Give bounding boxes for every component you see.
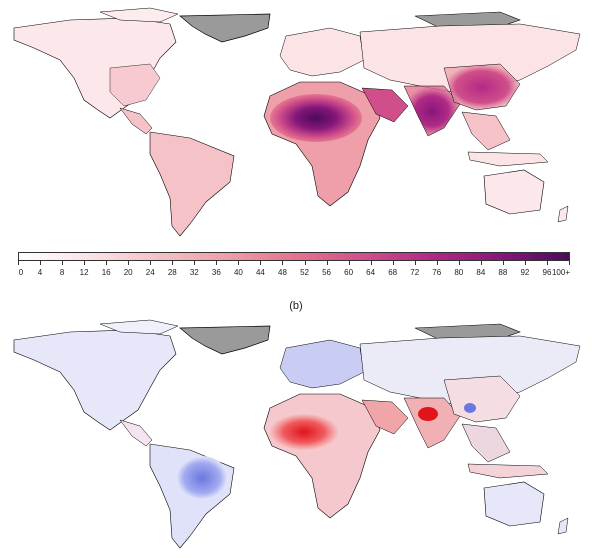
world-map-b — [13, 319, 581, 549]
colorbar-tick-label: 4 — [37, 268, 43, 277]
west-africa-red-region — [270, 414, 338, 450]
world-map-a — [13, 7, 581, 237]
colorbar-tick — [18, 261, 19, 265]
panel-b-label: (b) — [289, 300, 303, 312]
colorbar-tick-label: 56 — [322, 268, 331, 277]
colorbar-tick-label: 12 — [79, 268, 89, 277]
sahel-hotspot — [270, 94, 362, 142]
china-blue-spot — [464, 403, 476, 413]
russia-asia — [359, 23, 581, 93]
colorbar-tick — [62, 261, 64, 265]
colorbar-tick — [436, 261, 438, 265]
colorbar-tick-label: 8 — [59, 268, 65, 277]
colorbar-tick — [84, 261, 86, 265]
colorbar-tick-label: 40 — [233, 268, 243, 277]
colorbar-tick-label: 92 — [520, 268, 530, 277]
australia — [483, 169, 545, 215]
colorbar-gradient — [18, 252, 570, 261]
colorbar-tick — [370, 261, 372, 265]
colorbar-tick-label: 100+ — [551, 268, 571, 277]
colorbar-tick — [194, 261, 196, 265]
colorbar-tick — [458, 261, 460, 265]
canadian-islands — [99, 7, 179, 23]
south-asia — [403, 85, 461, 137]
colorbar-tick-label: 44 — [255, 268, 265, 277]
map-panel-a — [0, 6, 592, 238]
colorbar-tick — [569, 261, 570, 265]
greenland-no-data-b — [179, 325, 271, 355]
southeast-asia — [461, 111, 511, 151]
north-america-b — [13, 329, 177, 431]
colorbar-tick — [546, 261, 548, 265]
colorbar-tick-label: 32 — [189, 268, 199, 277]
india-red-region — [418, 407, 438, 421]
colorbar-tick — [216, 261, 218, 265]
colorbar-tick — [172, 261, 174, 265]
colorbar-tick-label: 20 — [123, 268, 133, 277]
colorbar-tick — [40, 261, 42, 265]
colorbar-tick-label: 28 — [167, 268, 177, 277]
colorbar-tick — [502, 261, 504, 265]
central-america-b — [119, 419, 153, 447]
colorbar-tick — [150, 261, 152, 265]
central-america — [119, 107, 153, 135]
colorbar-tick-label: 0 — [18, 268, 24, 277]
colorbar-tick — [128, 261, 130, 265]
new-zealand — [557, 205, 569, 223]
colorbar-tick — [238, 261, 240, 265]
arabian-peninsula-b — [361, 399, 409, 435]
colorbar-tick-label: 48 — [278, 268, 287, 277]
canadian-islands-b — [99, 319, 179, 335]
colorbar-tick-label: 72 — [410, 268, 420, 277]
arabian-peninsula — [361, 87, 409, 123]
colorbar-tick-label: 60 — [344, 268, 354, 277]
colorbar-tick-label: 36 — [211, 268, 221, 277]
colorbar-tick — [260, 261, 262, 265]
africa-b — [263, 393, 381, 519]
australia-b — [483, 481, 545, 527]
colorbar-tick — [348, 261, 350, 265]
china — [443, 63, 521, 111]
colorbar-tick-label: 96 — [542, 268, 552, 277]
colorbar-tick-label: 76 — [432, 268, 442, 277]
colorbar-tick-label: 84 — [476, 268, 486, 277]
indonesia — [467, 151, 549, 167]
colorbar-tick — [326, 261, 328, 265]
colorbar-tick — [106, 261, 108, 265]
colorbar-tick — [414, 261, 416, 265]
europe — [279, 27, 365, 77]
usa-east — [109, 63, 161, 107]
colorbar-tick — [304, 261, 306, 265]
colorbar-tick-label: 64 — [366, 268, 376, 277]
colorbar-tick-label: 88 — [498, 268, 508, 277]
new-zealand-b — [557, 517, 569, 535]
colorbar-tick-label: 52 — [300, 268, 309, 277]
colorbar-tick — [524, 261, 526, 265]
colorbar-tick — [392, 261, 394, 265]
greenland-no-data — [179, 13, 271, 43]
europe-b — [279, 339, 365, 389]
colorbar: 0 4 8 12 16 20 24 28 32 36 40 44 48 52 56 60 64 68 72 76 80 8… — [18, 252, 570, 284]
russia-asia-b — [359, 335, 581, 405]
southeast-asia-b — [461, 423, 511, 463]
colorbar-tick-label: 24 — [145, 268, 155, 277]
colorbar-ticks: 0 4 8 12 16 20 24 28 32 36 40 44 48 52 56 60 64 68 72 76 80 8… — [18, 261, 570, 281]
colorbar-tick-label: 16 — [101, 268, 111, 277]
colorbar-tick — [480, 261, 482, 265]
colorbar-tick-label: 80 — [454, 268, 464, 277]
south-america — [149, 131, 235, 237]
south-asia-b — [403, 397, 461, 449]
map-panel-b — [0, 318, 592, 550]
brazil-blue-region — [176, 456, 228, 500]
china-b — [443, 375, 521, 423]
indonesia-b — [467, 463, 549, 479]
colorbar-tick-label: 68 — [388, 268, 398, 277]
colorbar-tick — [282, 261, 284, 265]
